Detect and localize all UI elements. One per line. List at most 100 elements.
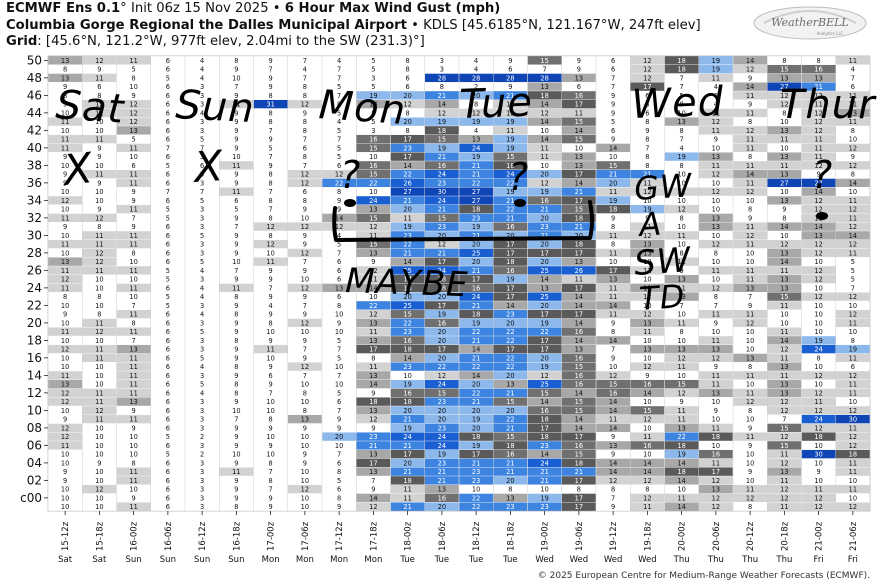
- cell-value: 12: [814, 293, 822, 301]
- cell-value: 11: [609, 416, 617, 424]
- cell-value: 10: [814, 477, 822, 485]
- heatmap-cell: [82, 126, 117, 135]
- heatmap-cell: [835, 292, 870, 301]
- cell-value: 20: [506, 372, 514, 380]
- x-day-label: Thu: [775, 555, 792, 565]
- cell-value: 12: [95, 258, 103, 266]
- heatmap-cell: [424, 117, 459, 126]
- heatmap-cell: [322, 178, 357, 188]
- heatmap-cell: [390, 362, 425, 371]
- heatmap-cell: [185, 467, 220, 476]
- heatmap-cell: [287, 362, 322, 371]
- cell-value: 6: [166, 101, 170, 109]
- cell-value: 9: [371, 424, 375, 432]
- cell-value: 12: [506, 109, 514, 117]
- cell-value: 6: [200, 162, 204, 170]
- heatmap-cell: [287, 222, 322, 231]
- cell-value: 27: [472, 188, 480, 196]
- cell-value: 4: [337, 118, 341, 126]
- chart-title: 6 Hour Max Wind Gust (mph): [284, 1, 501, 16]
- cell-value: 21: [540, 477, 548, 485]
- cell-value: 6: [337, 267, 341, 275]
- cell-value: 5: [337, 109, 341, 117]
- x-tick-label: 18-18z: [506, 521, 516, 551]
- heatmap-cell: [596, 432, 631, 441]
- cell-value: 9: [234, 372, 238, 380]
- heatmap-cell: [733, 56, 768, 65]
- heatmap-cell: [835, 266, 870, 275]
- cell-value: 21: [438, 206, 446, 214]
- cell-value: 10: [95, 372, 103, 380]
- heatmap-cell: [82, 493, 117, 503]
- heatmap-cell: [356, 467, 391, 476]
- heatmap-cell: [253, 274, 288, 284]
- cell-value: 10: [129, 486, 137, 494]
- heatmap-cell: [424, 432, 459, 441]
- cell-value: 12: [540, 372, 548, 380]
- cell-value: 13: [369, 206, 377, 214]
- heatmap-cell: [527, 196, 562, 205]
- cell-value: 7: [337, 136, 341, 144]
- logo-graphic: WeatherBELL Analytics LLC: [753, 6, 867, 40]
- cell-value: 11: [369, 328, 377, 336]
- cell-value: 12: [677, 188, 685, 196]
- cell-value: 4: [680, 144, 684, 152]
- cell-value: 6: [337, 398, 341, 406]
- heatmap-cell: [185, 388, 220, 398]
- heatmap-cell: [390, 248, 425, 258]
- heatmap-cell: [801, 152, 836, 161]
- heatmap-cell: [116, 336, 151, 345]
- cell-value: 17: [540, 311, 548, 319]
- cell-value: 6: [166, 468, 170, 476]
- cell-value: 12: [95, 328, 103, 336]
- cell-value: 9: [817, 171, 821, 179]
- heatmap-cell: [801, 353, 836, 363]
- cell-value: 11: [643, 328, 651, 336]
- cell-value: 5: [200, 197, 204, 205]
- heatmap-cell: [48, 274, 83, 284]
- cell-value: 13: [540, 83, 548, 91]
- heatmap-cell: [219, 467, 254, 476]
- heatmap-cell: [493, 222, 528, 231]
- heatmap-cell: [322, 73, 357, 83]
- heatmap-cell: [630, 239, 665, 249]
- cell-value: 11: [677, 319, 685, 327]
- heatmap-cell: [116, 248, 151, 258]
- cell-value: 8: [645, 162, 649, 170]
- heatmap-cell: [116, 309, 151, 319]
- heatmap-cell: [150, 336, 185, 345]
- cell-value: 21: [403, 197, 411, 205]
- heatmap-cell: [527, 318, 562, 328]
- cell-value: 14: [780, 223, 788, 231]
- heatmap-cell: [253, 99, 288, 109]
- cell-value: 21: [472, 232, 480, 240]
- heatmap-cell: [116, 379, 151, 389]
- cell-value: 7: [269, 389, 273, 397]
- cell-value: 8: [303, 389, 307, 397]
- cell-value: 20: [540, 241, 548, 249]
- heatmap-cell: [219, 204, 254, 214]
- cell-value: 20: [540, 302, 548, 310]
- cell-value: 13: [369, 372, 377, 380]
- heatmap-cell: [596, 64, 631, 74]
- heatmap-cell: [219, 73, 254, 83]
- cell-value: 21: [472, 267, 480, 275]
- cell-value: 10: [643, 451, 651, 459]
- heatmap-cell: [390, 266, 425, 275]
- heatmap-cell: [493, 414, 528, 424]
- cell-value: 23: [438, 223, 446, 231]
- heatmap-cell: [527, 414, 562, 424]
- cell-value: 10: [95, 162, 103, 170]
- cell-value: 11: [849, 486, 857, 494]
- cell-value: 12: [849, 162, 857, 170]
- heatmap-cell: [767, 362, 802, 371]
- cell-value: 12: [643, 363, 651, 371]
- heatmap-cell: [390, 301, 425, 310]
- cell-value: 17: [506, 346, 514, 354]
- x-tick-label: 18-06z: [438, 521, 448, 551]
- heatmap-cell: [561, 406, 596, 415]
- heatmap-cell: [219, 152, 254, 161]
- heatmap-cell: [767, 152, 802, 161]
- cell-value: 9: [63, 153, 67, 161]
- station-name: Columbia Gorge Regional the Dalles Munic…: [6, 17, 407, 33]
